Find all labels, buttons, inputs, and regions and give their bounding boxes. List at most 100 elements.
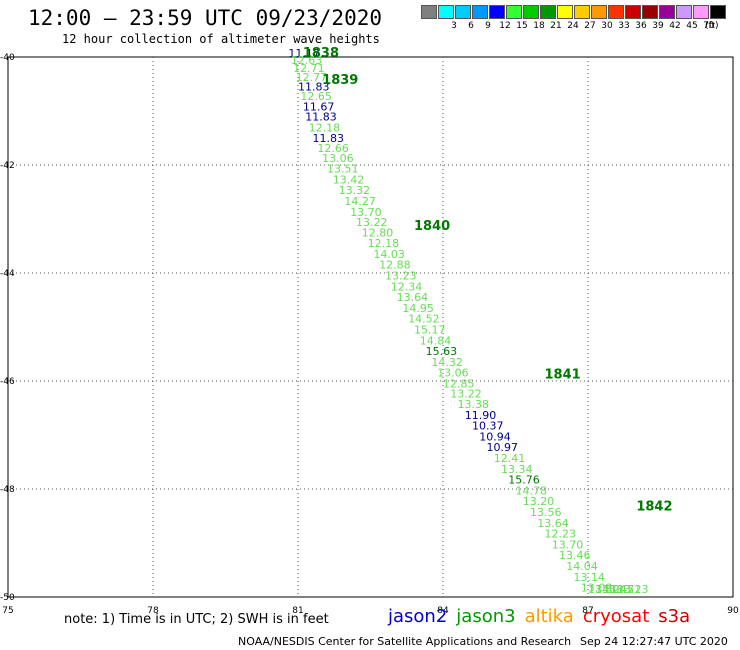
legend-entry: altika <box>524 606 574 627</box>
swh-value: 13.22 <box>450 388 482 401</box>
colorbar-label: 6 <box>468 21 474 31</box>
swh-value: 14.95 <box>402 302 434 315</box>
colorbar-swatch <box>625 5 641 19</box>
colorbar-label: 36 <box>635 21 647 31</box>
swh-value: 11.17 <box>288 47 320 60</box>
swh-value: 13.06 <box>322 152 354 165</box>
x-tick-label: 81 <box>292 606 303 616</box>
swh-value: 13.64 <box>397 291 429 304</box>
plot-frame <box>7 56 734 598</box>
legend-entry: jason3 <box>456 606 516 627</box>
swh-value: 14.03 <box>373 248 405 261</box>
y-tick-label: -42 <box>0 161 15 171</box>
legend-entry: cryosat <box>582 606 650 627</box>
colorbar-swatch <box>489 5 505 19</box>
swh-value: 13.32 <box>339 184 371 197</box>
colorbar-swatch <box>642 5 658 19</box>
swh-value: 12.77 <box>296 71 328 84</box>
swh-value: 15.63 <box>426 345 458 358</box>
swh-value: 13.42 <box>333 173 365 186</box>
time-label: 1842 <box>636 500 672 515</box>
colorbar-label: 3 <box>451 21 457 31</box>
colorbar-swatch <box>438 5 454 19</box>
colorbar-swatch <box>659 5 675 19</box>
chart-title: 12:00 – 23:59 UTC 09/23/2020 <box>28 6 383 30</box>
swh-value: 13.06 <box>437 367 469 380</box>
colorbar-label: 45 <box>686 21 698 31</box>
swh-value: 11.83 <box>298 80 330 93</box>
swh-value: 13.45 <box>603 583 635 596</box>
legend-entry: s3a <box>658 606 691 627</box>
x-tick-label: 87 <box>582 606 593 616</box>
colorbar-label: 30 <box>601 21 613 31</box>
colorbar-label: 15 <box>516 21 528 31</box>
swh-value: 12.63 <box>291 54 323 67</box>
colorbar-label: 21 <box>550 21 562 31</box>
colorbar-label: 18 <box>533 21 545 31</box>
colorbar-label: 39 <box>652 21 664 31</box>
swh-value: 13.70 <box>552 538 584 551</box>
swh-value: 13.08 <box>581 582 613 595</box>
x-tick-label: 84 <box>437 606 449 616</box>
swh-value: 12.18 <box>368 237 400 250</box>
y-tick-label: -44 <box>0 269 15 279</box>
colorbar-swatch <box>574 5 590 19</box>
colorbar-swatch <box>591 5 607 19</box>
colorbar-swatch <box>557 5 573 19</box>
swh-value: 13.20 <box>523 495 555 508</box>
footer-timestamp: Sep 24 12:27:47 UTC 2020 <box>580 635 728 648</box>
colorbar-unit: (ft) <box>705 21 719 31</box>
chart-subtitle: 12 hour collection of altimeter wave hei… <box>62 32 380 46</box>
swh-value: 11.90 <box>465 409 497 422</box>
swh-value: 13.70 <box>350 206 382 219</box>
y-tick-label: -40 <box>0 53 15 63</box>
colorbar-label: 24 <box>567 21 579 31</box>
swh-value: 14.32 <box>431 356 463 369</box>
colorbar-label: 33 <box>618 21 630 31</box>
colorbar-label: 9 <box>485 21 491 31</box>
colorbar-swatch <box>506 5 522 19</box>
satellite-legend: jason2 jason3 altika cryosat s3a <box>388 606 699 627</box>
colorbar-swatch <box>421 5 437 19</box>
x-tick-label: 75 <box>2 606 13 616</box>
colorbar-swatch <box>540 5 556 19</box>
colorbar-swatch <box>710 5 726 19</box>
swh-value: 13.80 <box>588 583 620 596</box>
swh-value: 13.14 <box>574 571 606 584</box>
swh-value: 14.84 <box>420 334 452 347</box>
swh-value: 12.18 <box>309 122 341 135</box>
swh-value: 15.76 <box>508 474 540 487</box>
swh-value: 13.34 <box>501 463 533 476</box>
footer-credit: NOAA/NESDIS Center for Satellite Applica… <box>238 635 572 648</box>
swh-value: 14.27 <box>344 195 376 208</box>
swh-value: 11.83 <box>313 132 345 145</box>
swh-value: 13.56 <box>530 506 562 519</box>
swh-value: 11.67 <box>303 100 335 113</box>
colorbar-swatch <box>608 5 624 19</box>
swh-value: 13.22 <box>356 216 388 229</box>
swh-value: 12.65 <box>300 90 332 103</box>
swh-value: 13.23 <box>617 583 649 596</box>
swh-value: 13.51 <box>327 163 359 176</box>
swh-value: 12.88 <box>379 259 411 272</box>
time-label: 1838 <box>303 46 339 61</box>
swh-value: 14.24 <box>595 583 627 596</box>
swh-value: 12.34 <box>391 280 423 293</box>
swh-value: 14.52 <box>408 313 440 326</box>
swh-value: 12.80 <box>362 226 394 239</box>
y-tick-label: -48 <box>0 485 15 495</box>
time-label: 1840 <box>414 219 450 234</box>
legend-entry: jason2 <box>388 606 448 627</box>
colorbar-swatch <box>455 5 471 19</box>
colorbar-swatch <box>676 5 692 19</box>
swh-value: 10.97 <box>487 441 519 454</box>
swh-value: 12.66 <box>317 142 349 155</box>
x-tick-label: 90 <box>727 606 739 616</box>
swh-value: 15.17 <box>414 323 446 336</box>
swh-value: 13.46 <box>559 549 591 562</box>
swh-value: 10.94 <box>479 430 511 443</box>
colorbar-swatch <box>523 5 539 19</box>
x-tick-label: 78 <box>147 606 159 616</box>
swh-value: 12.85 <box>443 377 475 390</box>
y-tick-label: -50 <box>0 593 15 603</box>
